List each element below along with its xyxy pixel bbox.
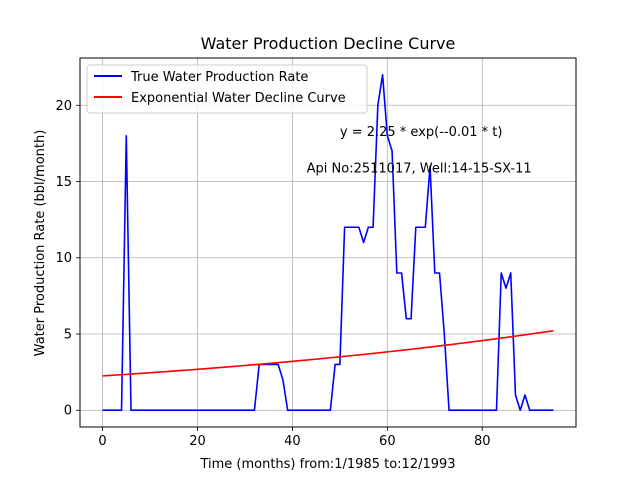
series-layer <box>102 73 554 412</box>
x-tick-label: 40 <box>284 434 301 449</box>
y-tick-label: 5 <box>64 327 72 342</box>
series-line-true-water-production-rate <box>102 73 554 412</box>
y-tick-label: 0 <box>64 404 72 419</box>
annotations: y = 2.25 * exp(--0.01 * t) Api No:2511017… <box>307 125 532 177</box>
series-line-exponential-water-decline-curve <box>102 329 554 377</box>
ticks: 0 20 40 60 80 0 5 10 15 20 <box>55 99 490 449</box>
legend-box <box>86 64 368 114</box>
y-axis-label: Water Production Rate (bbl/month) <box>33 130 48 357</box>
plot-frame <box>79 57 577 428</box>
annotation-1: y = 2.25 * exp(--0.01 * t) <box>340 125 503 140</box>
x-tick-label: 60 <box>379 434 396 449</box>
y-tick-label: 10 <box>55 251 72 266</box>
y-tick-label: 15 <box>55 175 72 190</box>
legend-label-exponential: Exponential Water Decline Curve <box>131 91 346 106</box>
x-tick-label: 0 <box>98 434 106 449</box>
legend: True Water Production Rate Exponential W… <box>86 64 368 114</box>
x-tick-label: 20 <box>189 434 206 449</box>
chart-title: Water Production Decline Curve <box>201 34 456 53</box>
y-tick-label: 20 <box>55 99 72 114</box>
annotation-2: Api No:2511017, Well:14-15-SX-11 <box>307 161 532 176</box>
x-axis-label: Time (months) from:1/1985 to:12/1993 <box>199 457 455 472</box>
x-tick-label: 80 <box>474 434 491 449</box>
legend-label-true-rate: True Water Production Rate <box>130 70 308 85</box>
